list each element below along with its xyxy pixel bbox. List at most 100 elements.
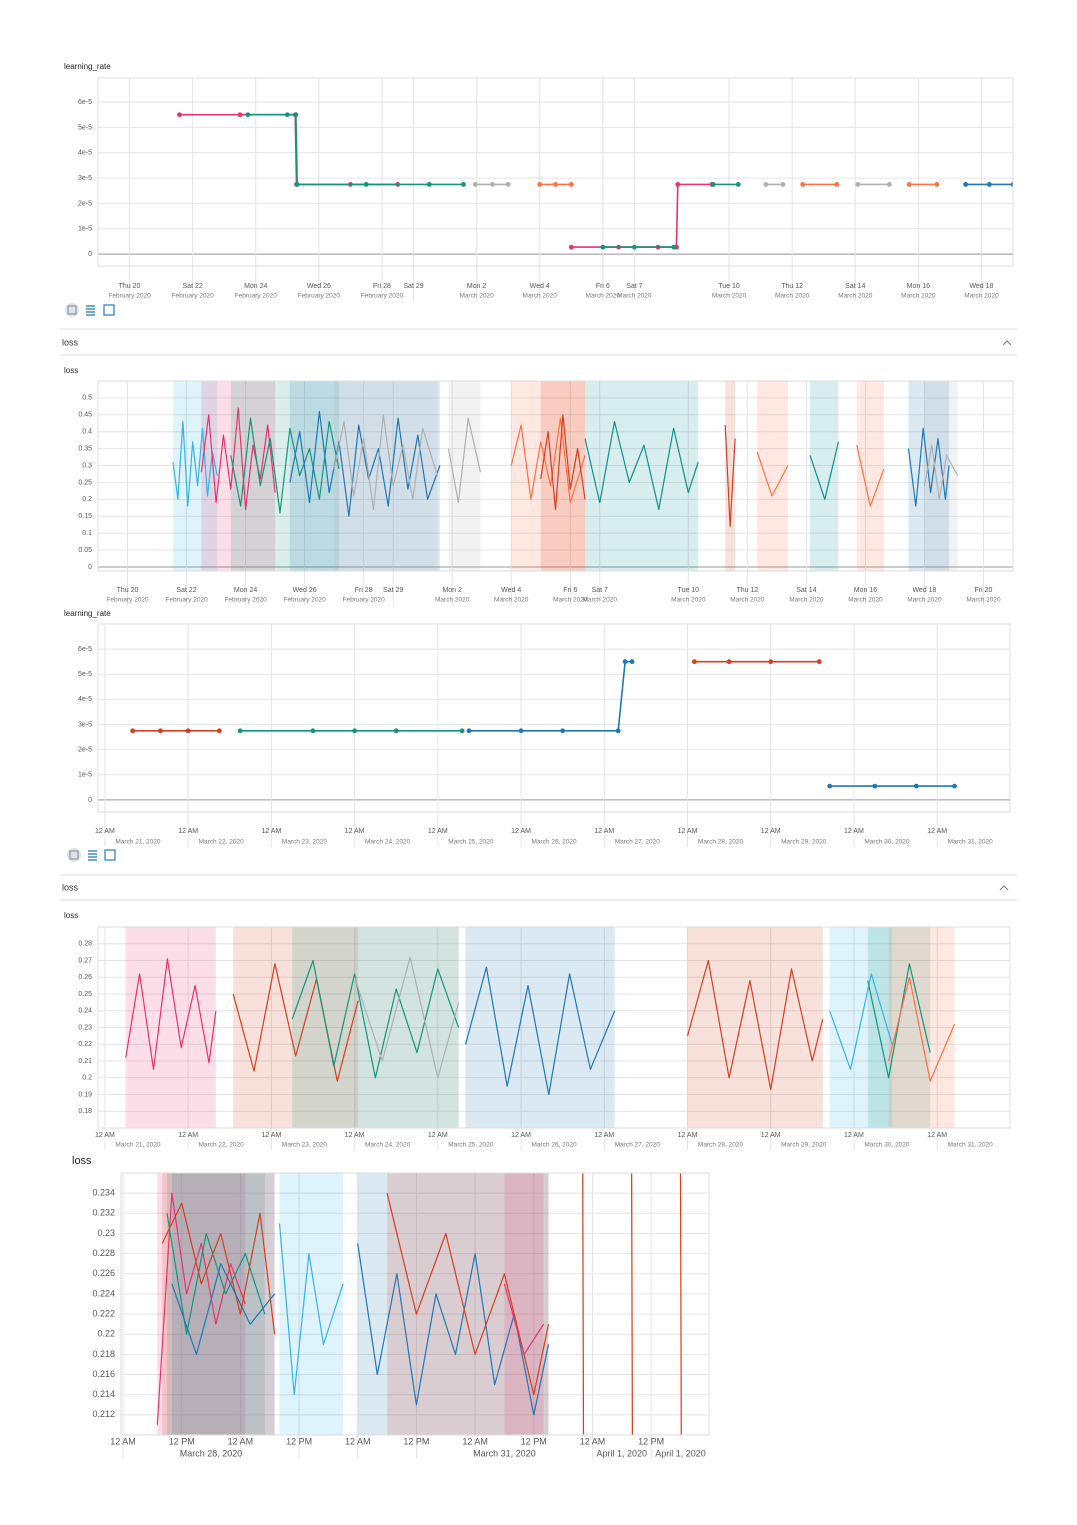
point: [675, 182, 681, 187]
y-tick-label: 1e-5: [78, 226, 92, 233]
point: [461, 182, 466, 187]
section-header[interactable]: loss: [60, 874, 1017, 901]
point: [130, 728, 136, 734]
y-tick-label: 0.2: [82, 496, 92, 503]
y-tick-label: 0.05: [78, 547, 92, 554]
point: [986, 182, 992, 187]
point: [671, 244, 677, 250]
x-tick-sublabel: March 2020: [838, 293, 873, 300]
series-line: [386, 1193, 550, 1396]
point: [237, 112, 243, 118]
x-sublabel: March 28, 2020: [180, 1448, 243, 1458]
x-tick-label: Mon 24: [244, 283, 267, 290]
x-tick-label: 12 PM: [169, 1436, 195, 1446]
y-tick-label: 0.45: [78, 412, 92, 419]
fit-button[interactable]: [67, 848, 81, 862]
x-tick-label: Wed 18: [912, 587, 936, 594]
section-header[interactable]: loss: [60, 328, 1017, 356]
point: [560, 728, 566, 734]
chart: loss 0 0.05 0.1 0.15 0.2 0.25 0.3 0.35 0.4 0.45 0.5…: [64, 366, 1014, 605]
y-tick-label: 0.216: [92, 1369, 115, 1379]
x-tick-label: Mon 2: [467, 283, 487, 290]
collapse-icon[interactable]: [999, 885, 1009, 891]
x-tick-label: 12 PM: [638, 1436, 664, 1446]
collapse-icon[interactable]: [1002, 340, 1012, 346]
y-tick-label: 1e-5: [78, 772, 92, 779]
x-tick-label: Mon 24: [234, 587, 257, 594]
y-tick-label: 0.21: [78, 1058, 92, 1065]
y-tick-label: 3e-5: [78, 721, 92, 728]
plot-border: [97, 380, 1014, 572]
run-band: [888, 927, 955, 1128]
plot-border: [97, 926, 1011, 1129]
x-tick-label: 12 AM: [228, 1436, 254, 1446]
series-line: [510, 417, 885, 507]
x-tick-label: Fri 6: [563, 587, 577, 594]
y-tick-label: 0.15: [78, 513, 92, 520]
x-sublabel: March 31, 2020: [473, 1448, 536, 1458]
fit-icon: [67, 305, 77, 315]
run-band: [504, 1173, 544, 1435]
run-band: [334, 381, 438, 571]
y-tick-label: 0.27: [78, 957, 92, 964]
run-band: [233, 927, 359, 1128]
run-band: [924, 381, 958, 571]
x-tick-label: 12 AM: [345, 828, 365, 835]
y-tick-label: 0.35: [78, 445, 92, 452]
point: [284, 112, 290, 118]
x-tick-sublabel: March 2020: [848, 597, 883, 604]
point: [615, 728, 621, 734]
x-tick-label: 12 AM: [95, 1132, 115, 1139]
x-tick-sublabel: March 24, 2020: [365, 839, 411, 846]
expand-button[interactable]: [103, 304, 115, 316]
y-tick-label: 2e-5: [78, 200, 92, 207]
x-tick-label: 12 AM: [678, 828, 698, 835]
x-tick-sublabel: March 2020: [435, 597, 470, 604]
point: [780, 182, 786, 187]
point: [872, 783, 878, 789]
x-tick-sublabel: March 2020: [789, 597, 824, 604]
run-band: [856, 381, 884, 571]
series-line: [357, 1243, 550, 1416]
x-tick-sublabel: March 2020: [583, 597, 618, 604]
point: [855, 182, 861, 187]
x-tick-sublabel: March 28, 2020: [698, 839, 744, 846]
x-tick-sublabel: February 2020: [283, 597, 326, 604]
y-tick-label: 0.26: [78, 974, 92, 981]
series-line: [125, 958, 217, 1070]
point: [735, 182, 741, 187]
x-tick-sublabel: March 2020: [730, 597, 765, 604]
series-line: [278, 1223, 344, 1396]
y-tick-label: 0.18: [78, 1108, 92, 1115]
series-line: [584, 421, 839, 511]
x-tick-label: Mon 16: [854, 587, 877, 594]
x-tick-sublabel: March 22, 2020: [199, 1142, 245, 1149]
point: [216, 728, 222, 734]
series-line: [888, 976, 956, 1082]
fit-button[interactable]: [65, 303, 79, 317]
chart-title: loss: [64, 911, 78, 920]
chart-title: loss: [72, 1155, 92, 1167]
x-tick-label: Sat 29: [383, 587, 403, 594]
y-tick-label: 0.226: [92, 1268, 115, 1278]
run-band: [354, 927, 459, 1128]
series-line: [503, 1283, 545, 1355]
x-tick-sublabel: March 22, 2020: [199, 839, 245, 846]
x-tick-label: Sat 7: [592, 587, 608, 594]
y-tick-label: 0.222: [92, 1308, 115, 1318]
x-tick-sublabel: March 2020: [901, 293, 936, 300]
x-tick-sublabel: March 27, 2020: [615, 839, 661, 846]
x-tick-label: Tue 10: [718, 283, 740, 290]
y-tick-label: 0: [88, 797, 92, 804]
expand-button[interactable]: [104, 849, 116, 861]
run-band: [810, 381, 839, 571]
x-tick-label: 12 AM: [511, 1132, 531, 1139]
list-button[interactable]: [88, 850, 97, 861]
x-tick-label: 12 PM: [403, 1436, 429, 1446]
series-line: [232, 963, 359, 1082]
series-line: [289, 410, 441, 517]
list-button[interactable]: [86, 305, 95, 316]
x-sublabel: April 1, 2020: [597, 1448, 648, 1458]
x-tick-sublabel: February 2020: [165, 597, 208, 604]
point: [553, 182, 558, 187]
